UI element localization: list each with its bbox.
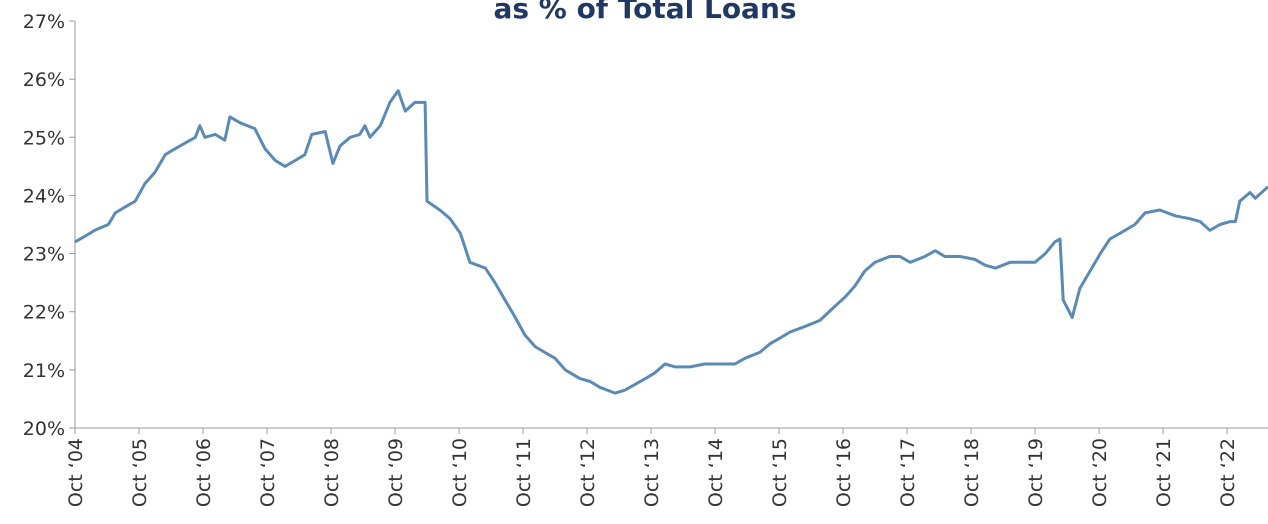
x-tick-label: Oct ‘22: [1217, 438, 1239, 507]
x-tick-label: Oct ‘14: [705, 438, 727, 507]
x-tick-label: Oct ‘08: [321, 438, 343, 507]
x-tick-label: Oct ‘05: [129, 438, 151, 507]
y-tick-label: 24%: [23, 185, 65, 207]
x-tick-label: Oct ‘09: [385, 438, 407, 507]
x-tick-label: Oct ‘12: [577, 438, 599, 507]
x-tick-label: Oct ‘21: [1153, 438, 1175, 507]
y-tick-label: 26%: [23, 69, 65, 91]
x-tick-label: Oct ‘16: [833, 438, 855, 507]
y-tick-label: 25%: [23, 127, 65, 149]
x-tick-label: Oct ‘11: [513, 438, 535, 507]
y-tick-label: 23%: [23, 244, 65, 266]
data-line: [74, 89, 1268, 395]
y-tick-label: 27%: [23, 11, 65, 33]
x-tick-label: Oct ‘18: [961, 438, 983, 507]
x-tick-label: Oct ‘10: [449, 438, 471, 507]
x-tick-label: Oct ‘04: [65, 438, 87, 507]
x-tick-label: Oct ‘15: [769, 438, 791, 507]
x-tick-label: Oct ‘07: [257, 438, 279, 507]
y-tick-label: 20%: [23, 418, 65, 440]
y-tick-label: 21%: [23, 360, 65, 382]
x-tick-label: Oct ‘17: [897, 438, 919, 507]
y-tick-label: 22%: [23, 302, 65, 324]
x-tick-label: Oct ‘06: [193, 438, 215, 507]
chart-title: as % of Total Loans: [493, 0, 796, 25]
x-tick-label: Oct ‘19: [1025, 438, 1047, 507]
x-tick-label: Oct ‘13: [641, 438, 663, 507]
x-tick-label: Oct ‘20: [1089, 438, 1111, 507]
